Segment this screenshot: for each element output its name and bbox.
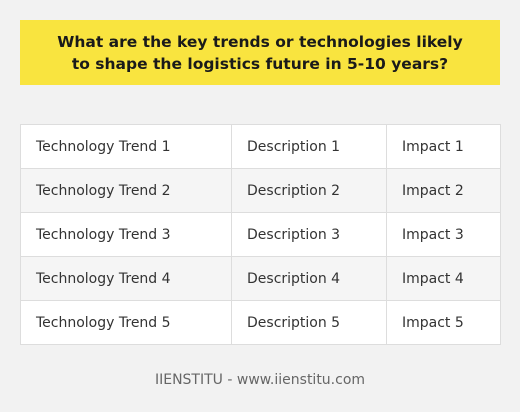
- impact-cell: Impact 2: [386, 168, 501, 213]
- table-row: Technology Trend 1 Description 1 Impact …: [20, 124, 501, 169]
- impact-cell: Impact 4: [386, 256, 501, 301]
- table-row: Technology Trend 4 Description 4 Impact …: [20, 256, 501, 301]
- table-row: Technology Trend 2 Description 2 Impact …: [20, 168, 501, 213]
- table-row: Technology Trend 5 Description 5 Impact …: [20, 300, 501, 345]
- impact-cell: Impact 5: [386, 300, 501, 345]
- trend-cell: Technology Trend 3: [20, 212, 232, 257]
- trends-table: Technology Trend 1 Description 1 Impact …: [20, 124, 501, 345]
- description-cell: Description 2: [231, 168, 387, 213]
- trend-cell: Technology Trend 1: [20, 124, 232, 169]
- description-cell: Description 4: [231, 256, 387, 301]
- question-title: What are the key trends or technologies …: [57, 32, 463, 73]
- footer-credit: IIENSTITU - www.iienstitu.com: [154, 372, 366, 388]
- impact-cell: Impact 3: [386, 212, 501, 257]
- title-banner: What are the key trends or technologies …: [20, 20, 500, 85]
- description-cell: Description 1: [231, 124, 387, 169]
- trend-cell: Technology Trend 5: [20, 300, 232, 345]
- description-cell: Description 5: [231, 300, 387, 345]
- trend-cell: Technology Trend 2: [20, 168, 232, 213]
- trend-cell: Technology Trend 4: [20, 256, 232, 301]
- table-row: Technology Trend 3 Description 3 Impact …: [20, 212, 501, 257]
- impact-cell: Impact 1: [386, 124, 501, 169]
- description-cell: Description 3: [231, 212, 387, 257]
